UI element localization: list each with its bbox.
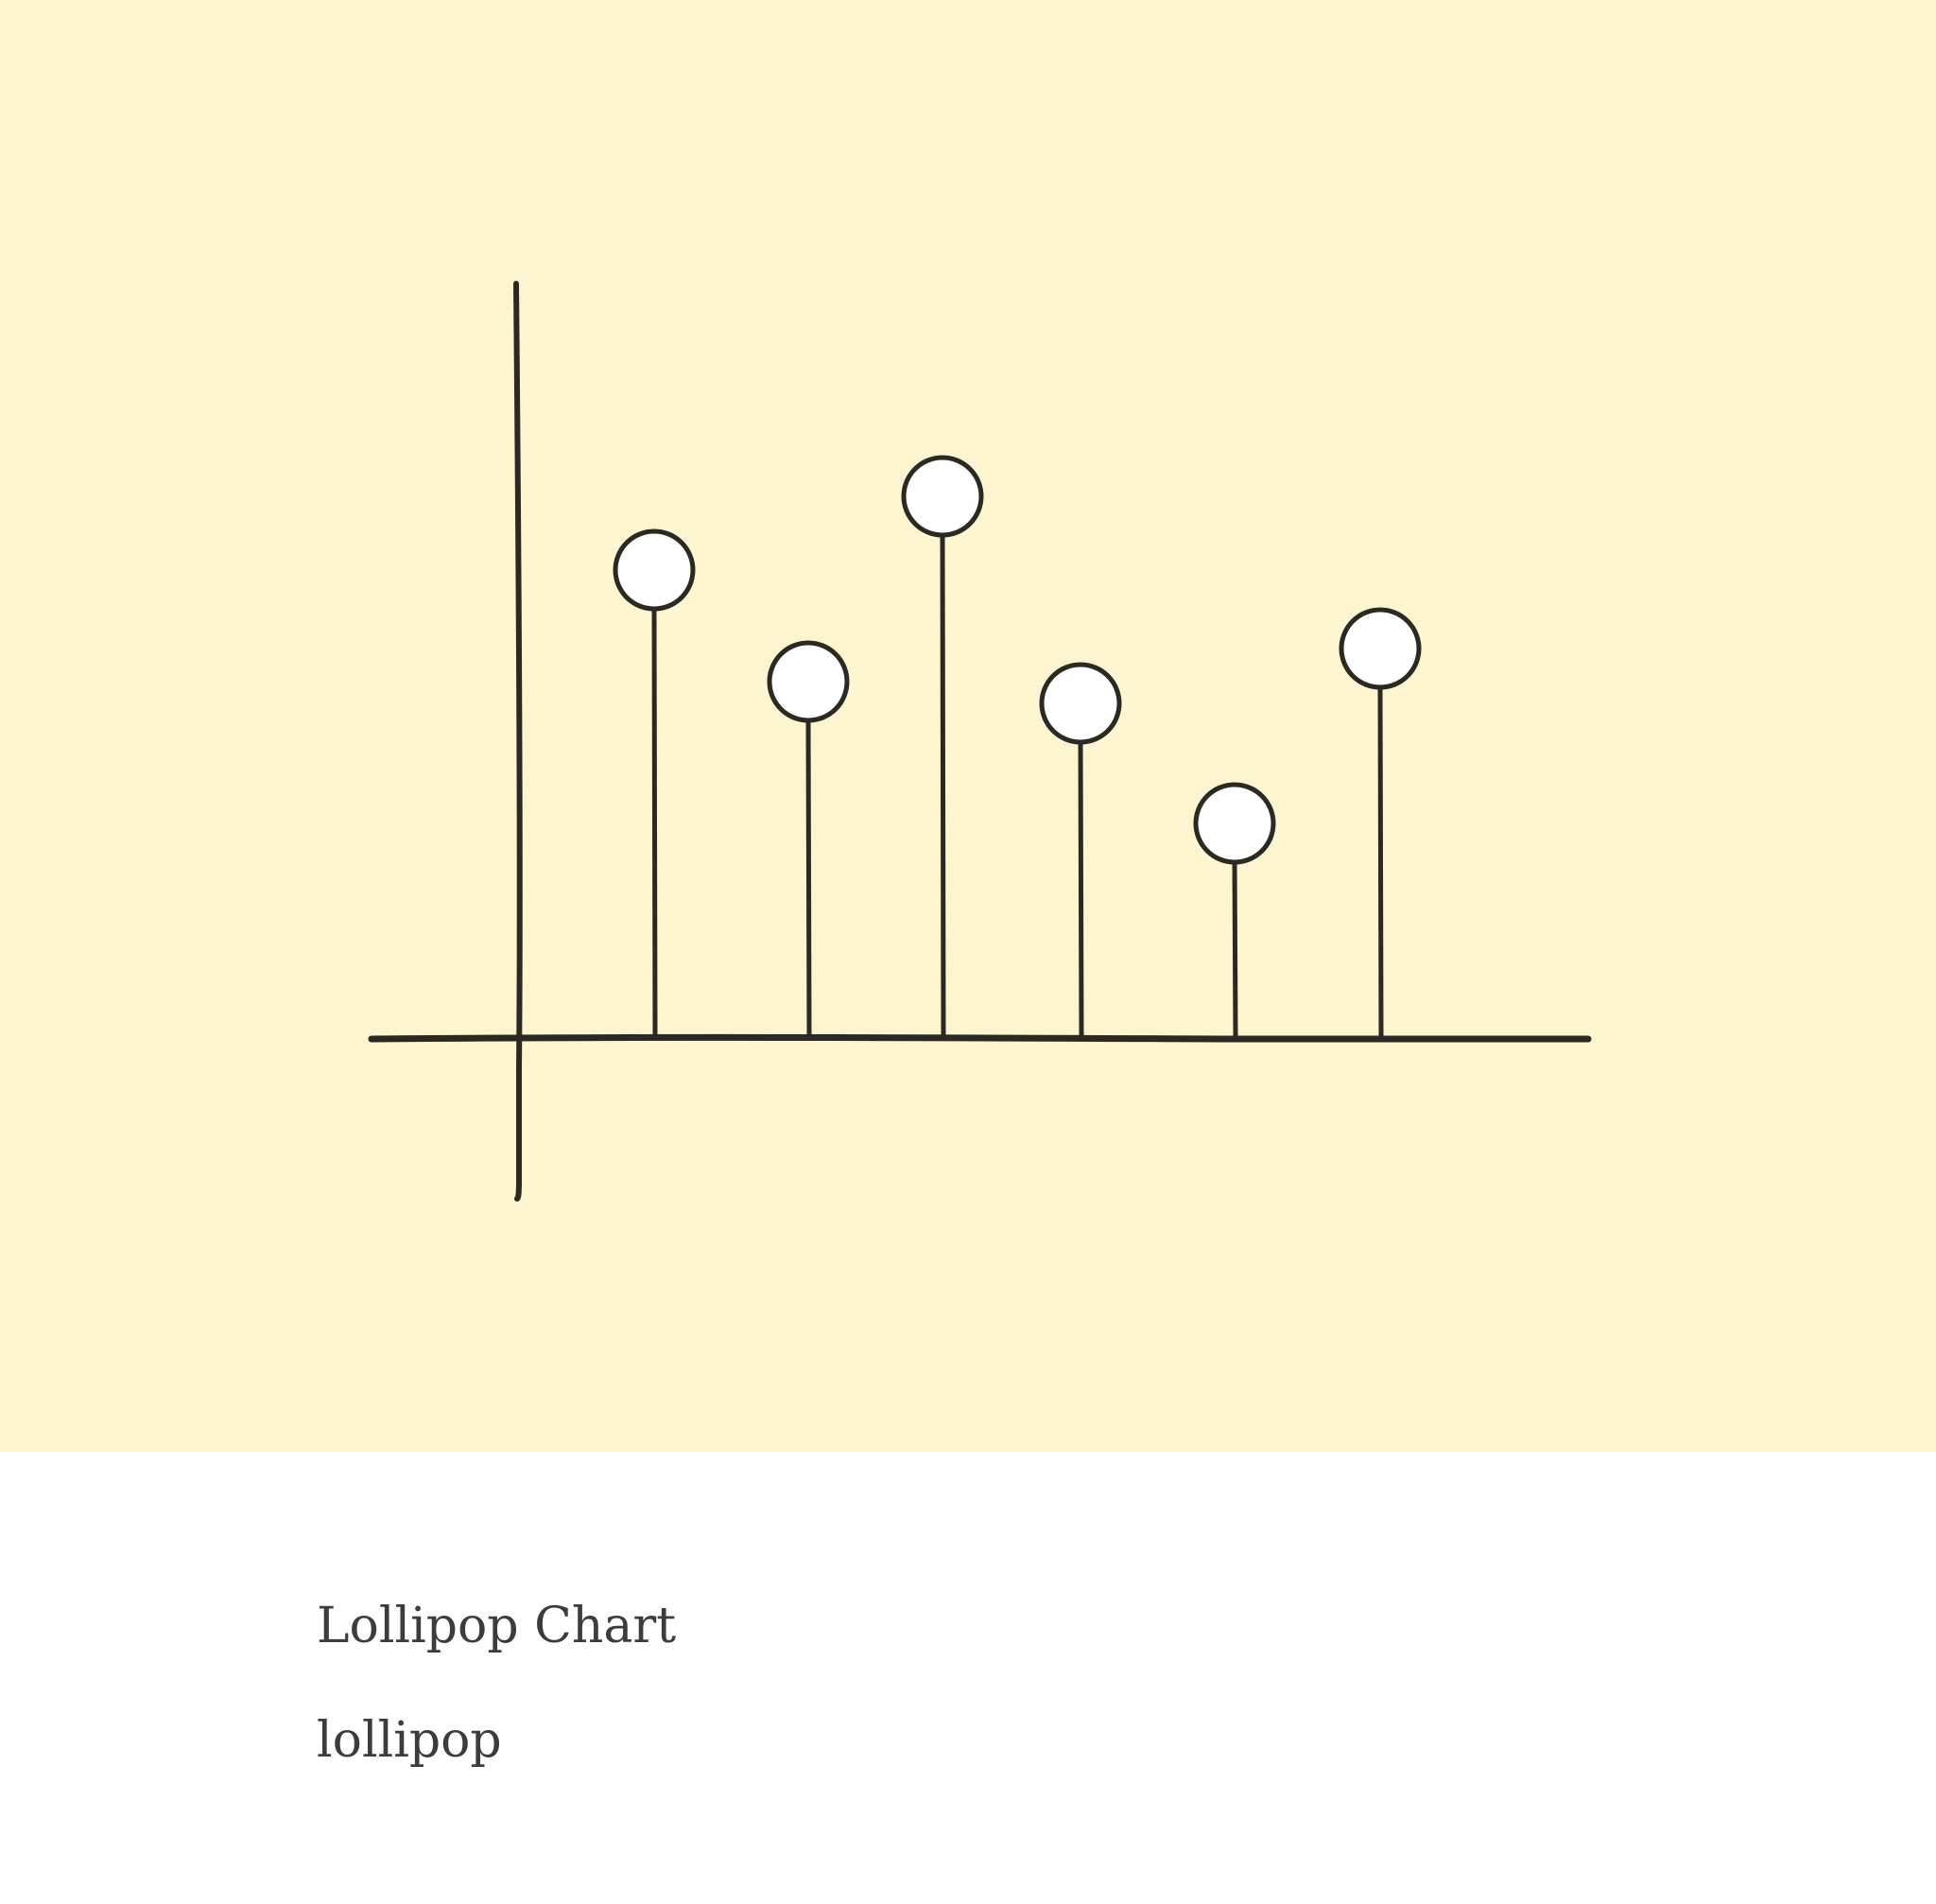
lollipop-head [767,640,850,723]
lollipop-stick [651,604,658,1038]
lollipop-head [1039,662,1122,745]
chart-preview [0,0,1936,1452]
y-axis [513,281,523,1202]
lollipop-head [613,528,696,612]
lollipop-illustration [368,281,1592,1202]
lollipop-group [613,455,1422,1038]
lollipop-head [1339,607,1422,690]
lollipop-stick [1078,737,1084,1038]
lollipop-stick [805,716,812,1038]
x-axis [368,1033,1592,1043]
lollipop-stick [1377,683,1384,1038]
card-title: Lollipop Chart [317,1598,677,1654]
lollipop-head [901,455,984,538]
lollipop-stick [1232,857,1238,1038]
lollipop-stick [940,530,946,1038]
lollipop-head [1193,782,1276,865]
card-tag: lollipop [317,1712,502,1769]
